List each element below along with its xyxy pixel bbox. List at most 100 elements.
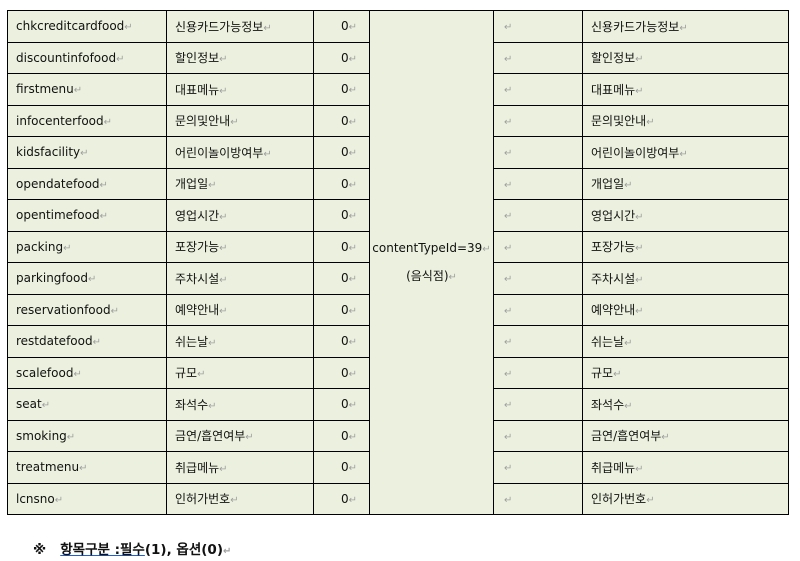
- field-name-cell: packing↵: [7, 230, 167, 263]
- field-desc-cell: 신용카드가능정보↵: [166, 10, 314, 43]
- field-flag: 0: [340, 428, 349, 443]
- note-symbol: ※: [33, 542, 47, 558]
- field-name-cell: lcnsno↵: [7, 482, 167, 515]
- field-desc-right: 포장가능: [591, 240, 636, 255]
- table-row: opendatefood↵ 개업일↵ 0↵ ↵ 개업일↵: [7, 167, 789, 200]
- field-name-cell: treatmenu↵: [7, 451, 167, 484]
- field-desc-cell-right: 취급메뉴↵: [582, 451, 789, 484]
- return-mark-icon: ↵: [197, 369, 206, 381]
- field-name: kidsfacility: [16, 145, 81, 160]
- return-mark-icon: ↵: [504, 148, 513, 160]
- return-mark-icon: ↵: [504, 242, 513, 254]
- empty-cell: ↵: [493, 104, 583, 137]
- content-type-id: contentTypeId=39: [372, 240, 483, 255]
- footnote: ※ 항목구분 :필수(1), 옵션(0)↵: [33, 538, 231, 558]
- return-mark-icon: ↵: [624, 337, 633, 349]
- field-name: lcnsno: [16, 491, 55, 506]
- field-desc-cell: 주차시설↵: [166, 262, 314, 295]
- field-flag: 0: [340, 334, 349, 349]
- field-desc-cell: 할인정보↵: [166, 41, 314, 74]
- field-flag: 0: [340, 397, 349, 412]
- field-flag-cell: 0↵: [313, 73, 370, 106]
- return-mark-icon: ↵: [504, 494, 513, 506]
- return-mark-icon: ↵: [504, 211, 513, 223]
- return-mark-icon: ↵: [208, 400, 217, 412]
- field-flag: 0: [340, 491, 349, 506]
- return-mark-icon: ↵: [348, 337, 357, 349]
- return-mark-icon: ↵: [504, 85, 513, 97]
- field-name-cell: restdatefood↵: [7, 325, 167, 358]
- field-flag: 0: [340, 271, 349, 286]
- field-flag: 0: [340, 82, 349, 97]
- field-desc-cell-right: 쉬는날↵: [582, 325, 789, 358]
- return-mark-icon: ↵: [263, 22, 272, 34]
- return-mark-icon: ↵: [245, 432, 254, 444]
- field-flag-cell: 0↵: [313, 482, 370, 515]
- field-desc-cell-right: 할인정보↵: [582, 41, 789, 74]
- return-mark-icon: ↵: [79, 463, 88, 475]
- field-name: parkingfood: [16, 271, 88, 286]
- return-mark-icon: ↵: [219, 306, 228, 318]
- field-name: packing: [16, 239, 64, 254]
- field-desc-cell-right: 주차시설↵: [582, 262, 789, 295]
- field-name: restdatefood: [16, 334, 93, 349]
- empty-cell: ↵: [493, 356, 583, 389]
- field-desc-cell-right: 어린이놀이방여부↵: [582, 136, 789, 169]
- return-mark-icon: ↵: [504, 22, 513, 34]
- table-row: smoking↵ 금연/흡연여부↵ 0↵ ↵ 금연/흡연여부↵: [7, 419, 789, 452]
- return-mark-icon: ↵: [219, 274, 228, 286]
- return-mark-icon: ↵: [208, 180, 217, 192]
- field-desc-cell: 인허가번호↵: [166, 482, 314, 515]
- return-mark-icon: ↵: [219, 211, 228, 223]
- return-mark-icon: ↵: [635, 243, 644, 255]
- field-desc-right: 할인정보: [591, 51, 636, 66]
- empty-cell: ↵: [493, 262, 583, 295]
- field-desc: 어린이놀이방여부: [175, 145, 264, 160]
- field-flag-cell: 0↵: [313, 10, 370, 43]
- table-row: opentimefood↵ 영업시간↵ 0↵ ↵ 영업시간↵: [7, 199, 789, 232]
- field-flag-cell: 0↵: [313, 104, 370, 137]
- field-desc: 할인정보: [175, 51, 220, 66]
- field-name: discountinfofood: [16, 50, 117, 65]
- field-desc-cell-right: 예약안내↵: [582, 293, 789, 326]
- return-mark-icon: ↵: [635, 211, 644, 223]
- table-row: scalefood↵ 규모↵ 0↵ ↵ 규모↵: [7, 356, 789, 389]
- field-flag-cell: 0↵: [313, 41, 370, 74]
- return-mark-icon: ↵: [208, 337, 217, 349]
- field-name: treatmenu: [16, 460, 80, 475]
- return-mark-icon: ↵: [348, 53, 357, 65]
- return-mark-icon: ↵: [348, 368, 357, 380]
- return-mark-icon: ↵: [219, 463, 228, 475]
- return-mark-icon: ↵: [348, 431, 357, 443]
- field-desc-cell: 영업시간↵: [166, 199, 314, 232]
- return-mark-icon: ↵: [348, 305, 357, 317]
- return-mark-icon: ↵: [263, 148, 272, 160]
- field-flag-cell: 0↵: [313, 451, 370, 484]
- empty-cell: ↵: [493, 230, 583, 263]
- field-name-cell: infocenterfood↵: [7, 104, 167, 137]
- return-mark-icon: ↵: [613, 369, 622, 381]
- table-row: parkingfood↵ 주차시설↵ 0↵ ↵ 주차시설↵: [7, 262, 789, 295]
- table-row: lcnsno↵ 인허가번호↵ 0↵ ↵ 인허가번호↵: [7, 482, 789, 515]
- field-desc: 규모: [175, 366, 198, 381]
- field-name-cell: smoking↵: [7, 419, 167, 452]
- field-flag-cell: 0↵: [313, 419, 370, 452]
- return-mark-icon: ↵: [348, 148, 357, 160]
- return-mark-icon: ↵: [624, 400, 633, 412]
- field-desc-right: 문의및안내: [591, 114, 647, 129]
- field-name: infocenterfood: [16, 113, 104, 128]
- empty-cell: ↵: [493, 482, 583, 515]
- note-label: 항목구분 :필수: [60, 542, 145, 558]
- field-name: scalefood: [16, 365, 74, 380]
- return-mark-icon: ↵: [504, 337, 513, 349]
- field-desc-cell-right: 규모↵: [582, 356, 789, 389]
- empty-cell: ↵: [493, 419, 583, 452]
- return-mark-icon: ↵: [504, 431, 513, 443]
- field-desc-right: 대표메뉴: [591, 82, 636, 97]
- field-desc-cell-right: 인허가번호↵: [582, 482, 789, 515]
- return-mark-icon: ↵: [110, 305, 119, 317]
- table-row: seat↵ 좌석수↵ 0↵ ↵ 좌석수↵: [7, 388, 789, 421]
- field-desc: 좌석수: [175, 397, 209, 412]
- field-flag-cell: 0↵: [313, 293, 370, 326]
- return-mark-icon: ↵: [80, 148, 89, 160]
